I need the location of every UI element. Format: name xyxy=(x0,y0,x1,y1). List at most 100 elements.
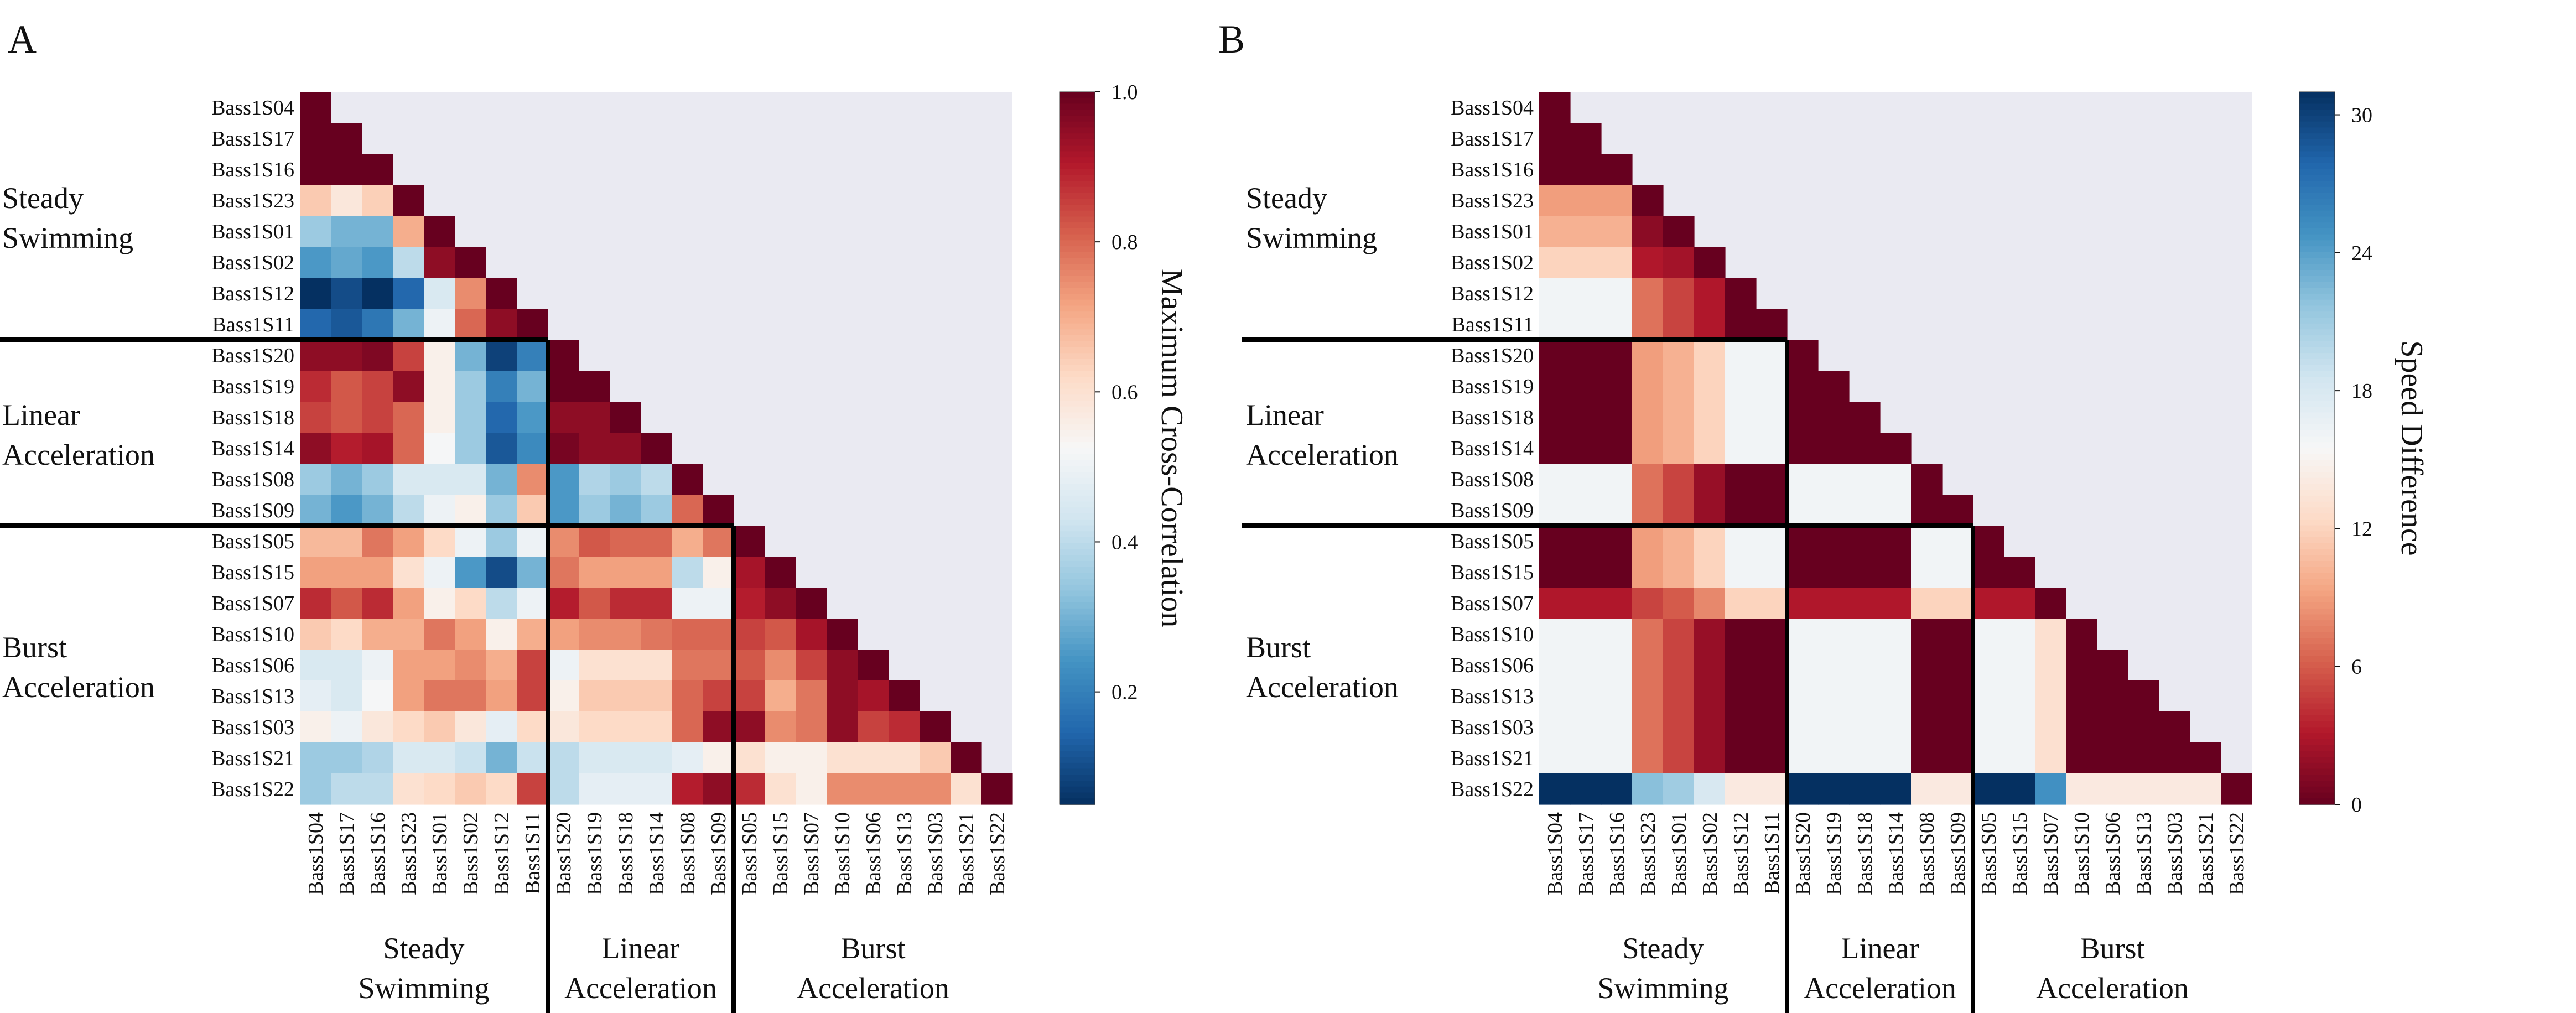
row-label: Bass1S07 xyxy=(1451,592,1534,615)
heatmap-cell xyxy=(424,309,455,340)
colorbar-segment xyxy=(2299,151,2335,158)
heatmap-cell xyxy=(1787,402,1819,433)
heatmap-cell xyxy=(331,123,362,154)
heatmap-cell xyxy=(1818,433,1850,464)
heatmap-cell xyxy=(424,711,455,743)
colorbar-segment xyxy=(2299,549,2335,555)
colorbar-segment xyxy=(1060,181,1095,188)
heatmap-cell xyxy=(858,711,889,743)
heatmap-cell xyxy=(1725,371,1757,402)
heatmap-cell xyxy=(827,773,858,805)
heatmap-cell xyxy=(1539,557,1571,588)
heatmap-cell xyxy=(486,433,517,464)
colorbar-segment xyxy=(1060,139,1095,146)
colorbar-segment xyxy=(2299,471,2335,479)
heatmap-cell xyxy=(331,650,362,681)
heatmap-panel-b: B Bass1S04 Bass1S17 Bass1S16 Bass1S23 Bass1S0… xyxy=(1218,17,2429,1013)
colorbar-segment xyxy=(1060,388,1095,396)
heatmap-cell xyxy=(331,680,362,712)
colorbar-segment xyxy=(1060,573,1095,579)
heatmap-cell xyxy=(889,773,920,805)
heatmap-cell xyxy=(2035,680,2066,712)
colorbar-segment xyxy=(1060,590,1095,598)
colorbar-segment xyxy=(2299,501,2335,508)
heatmap-cell xyxy=(1663,340,1695,371)
colorbar-segment xyxy=(1060,406,1095,413)
heatmap-cell xyxy=(424,650,455,681)
heatmap-cell xyxy=(1694,742,1726,774)
heatmap-cell xyxy=(331,495,362,526)
colorbar-segment xyxy=(2299,121,2335,128)
heatmap-cell xyxy=(424,557,455,588)
heatmap-cell xyxy=(517,340,548,371)
heatmap-cell xyxy=(362,680,393,712)
heatmap-cell xyxy=(1632,185,1664,216)
colorbar-segment xyxy=(2299,519,2335,526)
heatmap-cell xyxy=(765,619,796,650)
heatmap-cell xyxy=(765,650,796,681)
heatmap-cell xyxy=(548,464,579,495)
heatmap-cell xyxy=(362,247,393,278)
heatmap-cell xyxy=(734,557,765,588)
group-label-bottom: Linear xyxy=(602,932,680,965)
column-label: Bass1S02 xyxy=(459,812,482,895)
column-label: Bass1S04 xyxy=(1544,812,1567,895)
heatmap-cell xyxy=(1973,588,2004,619)
heatmap-cell xyxy=(1694,588,1726,619)
heatmap-cell xyxy=(2004,557,2035,588)
heatmap-cell xyxy=(1725,680,1757,712)
heatmap-cell xyxy=(486,464,517,495)
colorbar-segment xyxy=(1060,246,1095,253)
heatmap-cell xyxy=(1942,742,1973,774)
heatmap-cell xyxy=(1725,464,1757,495)
row-label: Bass1S20 xyxy=(211,344,294,367)
colorbar-segment xyxy=(2299,537,2335,544)
heatmap-cell xyxy=(858,650,889,681)
colorbar-segment xyxy=(2299,204,2335,211)
group-label-bottom: Swimming xyxy=(1597,972,1728,1005)
heatmap-cell xyxy=(424,216,455,247)
colorbar-segment xyxy=(2299,697,2335,704)
heatmap-cell xyxy=(331,619,362,650)
group-label-bottom: Burst xyxy=(2080,932,2144,965)
heatmap-cell xyxy=(1601,526,1633,557)
heatmap-cell xyxy=(1570,711,1602,743)
colorbar-segment xyxy=(1060,317,1095,324)
heatmap-cell xyxy=(1601,680,1633,712)
colorbar-segment xyxy=(2299,448,2335,455)
heatmap-cell xyxy=(1725,619,1757,650)
heatmap-cell xyxy=(827,742,858,774)
heatmap-cell xyxy=(1942,619,1973,650)
heatmap-cell xyxy=(362,309,393,340)
colorbar-segment xyxy=(1060,685,1095,692)
heatmap-cell xyxy=(610,402,641,433)
colorbar-segment xyxy=(1060,175,1095,181)
heatmap-cell xyxy=(672,650,703,681)
heatmap-cell xyxy=(1539,371,1571,402)
heatmap-cell xyxy=(1570,185,1602,216)
heatmap-cell xyxy=(393,371,424,402)
heatmap-cell xyxy=(2128,742,2159,774)
heatmap-cell xyxy=(2190,742,2221,774)
heatmap-cell xyxy=(1539,526,1571,557)
column-label: Bass1S08 xyxy=(1915,812,1939,895)
heatmap-cell xyxy=(1942,495,1973,526)
heatmap-cell xyxy=(1973,557,2004,588)
heatmap-cell xyxy=(300,371,331,402)
heatmap-cell xyxy=(300,495,331,526)
heatmap-cell xyxy=(517,371,548,402)
heatmap-cell xyxy=(1849,680,1881,712)
heatmap-cell xyxy=(1880,650,1912,681)
heatmap-cell xyxy=(610,711,641,743)
heatmap-panel-a: A Bass1S04 Bass1S17 Bass1S16 Bass1S23 Bass1S0… xyxy=(0,17,1189,1013)
group-label-bottom: Burst xyxy=(840,932,905,965)
heatmap-cell xyxy=(610,433,641,464)
heatmap-cell xyxy=(1694,526,1726,557)
heatmap-cell xyxy=(331,309,362,340)
heatmap-cell xyxy=(331,464,362,495)
colorbar-segment xyxy=(1060,293,1095,300)
heatmap-cell xyxy=(1849,402,1881,433)
heatmap-cell xyxy=(641,557,672,588)
heatmap-cell xyxy=(393,495,424,526)
heatmap-cell xyxy=(1539,711,1571,743)
